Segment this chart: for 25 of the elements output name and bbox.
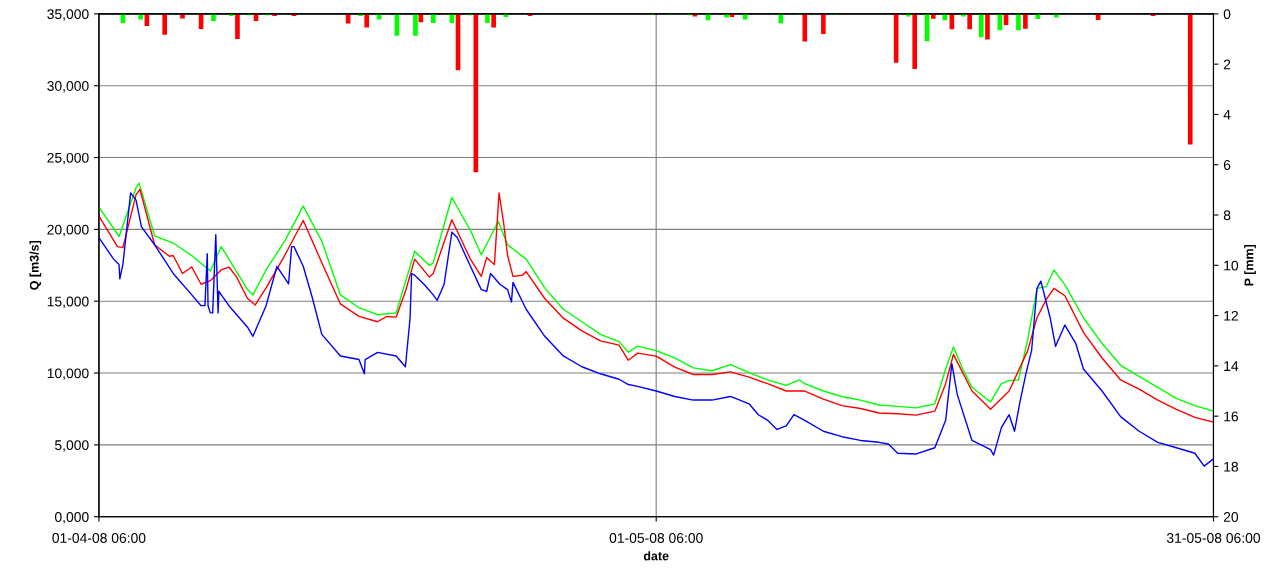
y-tick-label: 25,000 [47,152,89,165]
y2-tick-label: 20 [1223,512,1239,522]
x-tick-label: 31-05-08 06:00 [1166,533,1261,543]
y2-tick-label: 16 [1224,411,1239,422]
y-tick-label: 20,000 [47,224,89,237]
y2-tick-label: 4 [1223,109,1231,120]
y2-tick-label: 10 [1224,260,1239,271]
y-tick-label: 10,000 [47,368,89,380]
y-axis-title: Q [m3/s] [29,241,42,290]
y2-tick-label: 14 [1224,361,1239,371]
y2-tick-label: 2 [1223,59,1231,70]
y2-tick-label: 18 [1224,461,1239,472]
y2-tick-label: 12 [1224,310,1238,321]
y-tick-label: 0,000 [54,512,89,524]
y-tick-label: 15,000 [47,296,89,309]
x-tick-label: 01-04-08 06:00 [52,533,146,543]
y2-tick-label: 8 [1223,210,1231,221]
x-tick-label: 01-05-08 06:00 [609,533,703,543]
y2-axis-title: P [mm] [1244,244,1256,286]
y2-tick-label: 6 [1223,160,1231,170]
y-tick-label: 5,000 [54,440,89,452]
y-tick-label: 35,000 [47,9,89,21]
x-axis-title: date [643,551,669,561]
y-tick-label: 30,000 [47,81,89,93]
y2-tick-label: 0 [1223,9,1231,20]
